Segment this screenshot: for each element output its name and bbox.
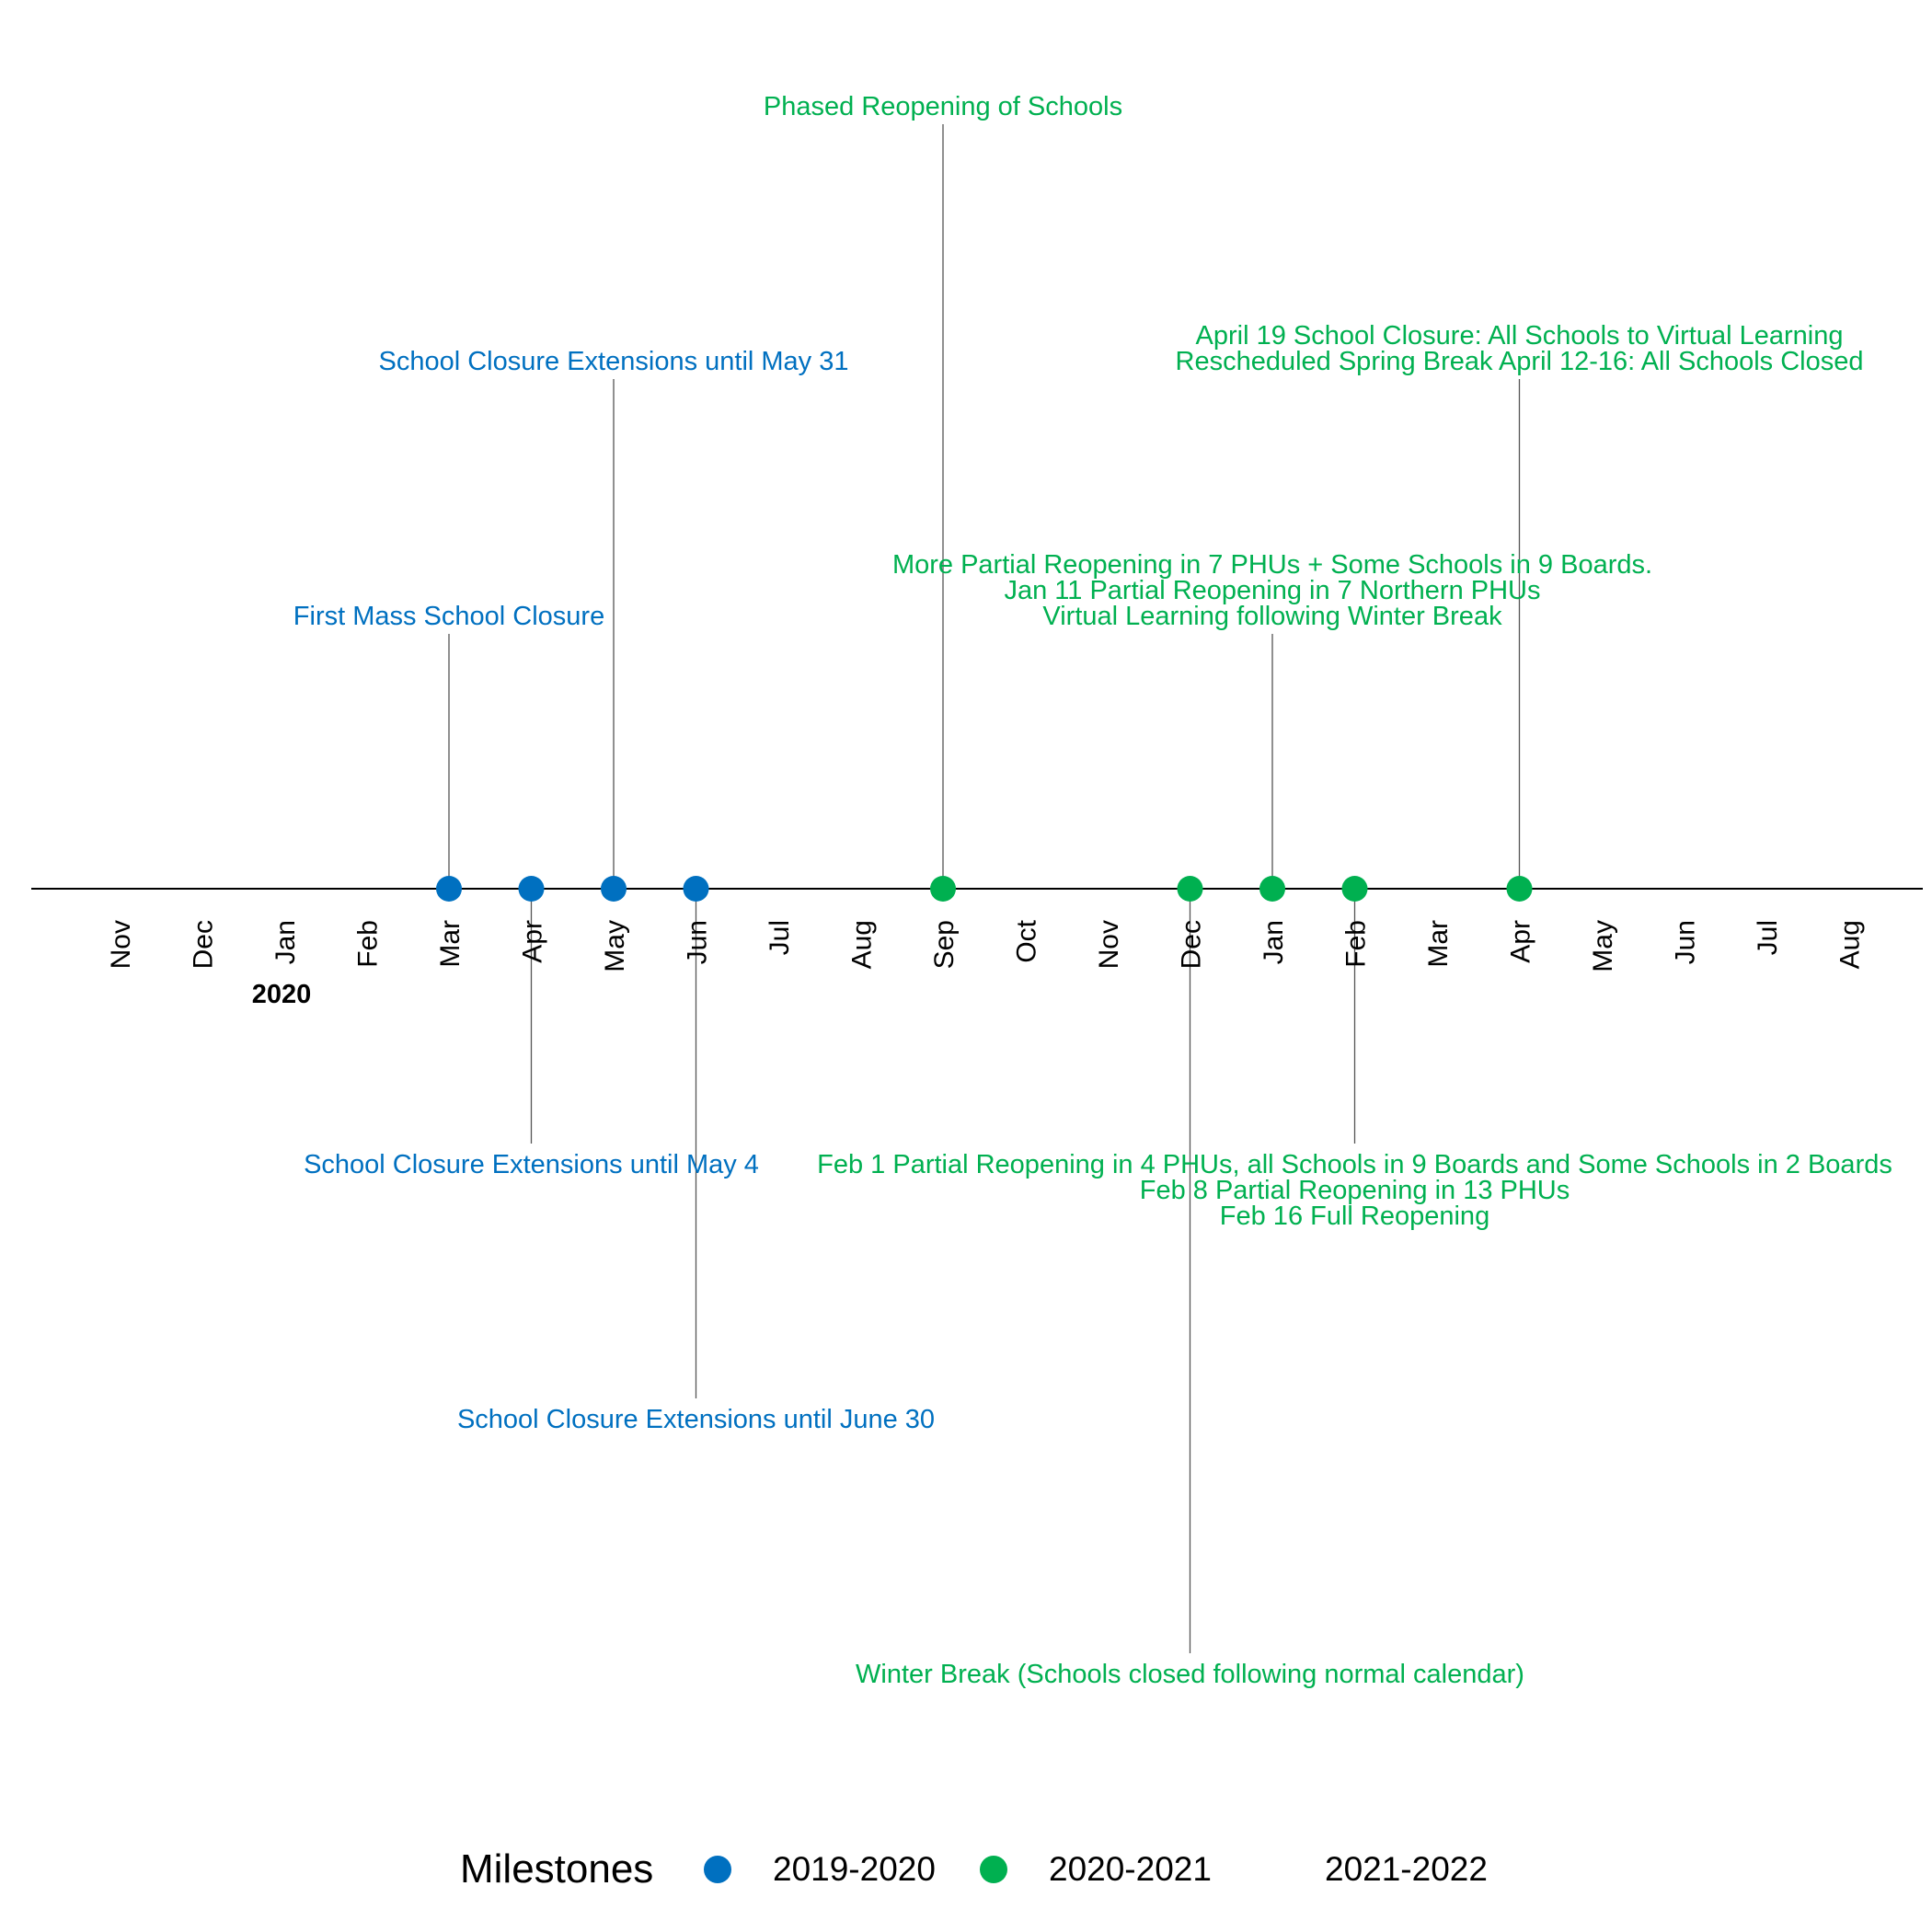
month-label: Jan	[270, 920, 301, 964]
event-label-line: Feb 16 Full Reopening	[1220, 1202, 1489, 1231]
month-label: Feb	[1341, 920, 1372, 968]
month-label: Apr	[518, 920, 548, 963]
month-label: Oct	[1012, 919, 1042, 962]
event-label-line: Winter Break (Schools closed following n…	[856, 1660, 1524, 1689]
month-label: Nov	[106, 920, 136, 969]
event-point	[930, 876, 956, 902]
event-label: First Mass School Closure	[293, 602, 604, 631]
event-label-line: Jan 11 Partial Reopening in 7 Northern P…	[1004, 576, 1540, 605]
event-label: School Closure Extensions until May 4	[304, 1150, 759, 1179]
month-label: Feb	[353, 920, 384, 968]
month-label: Dec	[1177, 920, 1207, 969]
event-label-line: Phased Reopening of Schools	[764, 92, 1122, 121]
month-label: Jul	[1753, 920, 1783, 955]
event-label-line: School Closure Extensions until June 30	[457, 1405, 935, 1434]
event-label-line: Virtual Learning following Winter Break	[1042, 602, 1502, 631]
event-label-line: Feb 1 Partial Reopening in 4 PHUs, all S…	[817, 1150, 1892, 1179]
month-label: Aug	[1835, 920, 1866, 969]
event-point	[1341, 876, 1368, 902]
year-label: 2020	[252, 980, 312, 1009]
event-label-line: First Mass School Closure	[293, 602, 604, 631]
event-point	[518, 876, 545, 902]
event-point	[1259, 876, 1285, 902]
event-label: Phased Reopening of Schools	[764, 92, 1122, 121]
month-label: Apr	[1506, 920, 1536, 963]
event-label: April 19 School Closure: All Schools to …	[1176, 321, 1864, 376]
month-labels: Nov Dec Jan Feb Mar Apr May Jun Jul Aug Sep Oct Nov D…	[106, 919, 1866, 972]
event-label: School Closure Extensions until June 30	[457, 1405, 935, 1434]
event-label: Feb 1 Partial Reopening in 4 PHUs, all S…	[817, 1150, 1892, 1231]
legend-entries: 2019-2020 2020-2021 2021-2022	[704, 1850, 1488, 1888]
event-labels: First Mass School Closure School Closure …	[293, 92, 1892, 1689]
event-label-line: School Closure Extensions until May 31	[379, 347, 849, 376]
legend-title: Milestones	[460, 1846, 653, 1892]
legend-swatch	[704, 1856, 731, 1883]
legend-swatch	[980, 1856, 1007, 1883]
legend-entry: 2021-2022	[1325, 1850, 1488, 1888]
year-labels: 2020	[252, 980, 312, 1009]
month-label: Jan	[1259, 920, 1289, 964]
event-point	[1506, 876, 1533, 902]
month-label: Sep	[929, 920, 960, 969]
event-stems	[448, 124, 1521, 1653]
event-point	[601, 876, 627, 902]
month-label: Jun	[683, 920, 713, 964]
month-label: Mar	[435, 920, 466, 968]
event-label: More Partial Reopening in 7 PHUs + Some …	[892, 550, 1652, 631]
legend: Milestones 2019-2020 2020-2021 2021-2022	[460, 1846, 1488, 1892]
month-label: May	[1588, 920, 1618, 972]
event-point	[1177, 876, 1203, 902]
month-label: May	[600, 920, 630, 972]
legend-entry: 2019-2020	[773, 1850, 936, 1888]
event-label: School Closure Extensions until May 31	[379, 347, 849, 376]
month-label: Jun	[1671, 920, 1701, 964]
event-point	[683, 876, 709, 902]
event-label-line: Rescheduled Spring Break April 12-16: Al…	[1176, 347, 1864, 376]
event-label-line: School Closure Extensions until May 4	[304, 1150, 759, 1179]
month-label: Dec	[189, 920, 219, 969]
event-label-line: April 19 School Closure: All Schools to …	[1196, 321, 1844, 351]
event-label-line: More Partial Reopening in 7 PHUs + Some …	[892, 550, 1652, 580]
event-label-line: Feb 8 Partial Reopening in 13 PHUs	[1140, 1176, 1570, 1205]
event-label: Winter Break (Schools closed following n…	[856, 1660, 1524, 1689]
month-label: Jul	[765, 920, 795, 955]
month-label: Nov	[1094, 920, 1124, 969]
legend-entry: 2020-2021	[1049, 1850, 1212, 1888]
month-label: Mar	[1423, 920, 1454, 968]
month-label: Aug	[847, 920, 878, 969]
event-points	[436, 876, 1533, 902]
event-point	[436, 876, 462, 902]
